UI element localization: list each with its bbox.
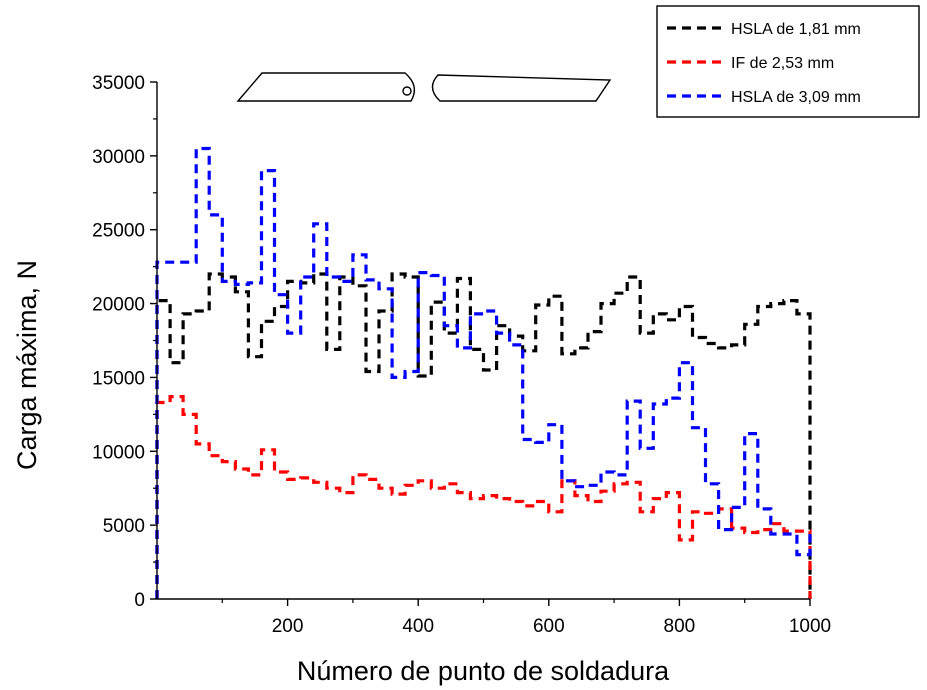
x-tick-label-2: 600 [533,616,565,637]
y-tick-label-3: 15000 [92,368,145,389]
series-layer [155,146,812,599]
y-tick-label-1: 5000 [103,516,145,537]
y-tick-label-2: 10000 [92,442,145,463]
legend: HSLA de 1,81 mm IF de 2,53 mm HSLA de 3,09… [656,5,920,118]
x-axis-title: Número de punto de soldadura [297,656,670,686]
x-tick-label-1: 400 [402,616,434,637]
specimen-right-strip [431,74,612,102]
x-tick-label-0: 200 [272,616,304,637]
legend-label-2: HSLA de 3,09 mm [731,89,861,106]
series-line-2 [155,146,812,599]
weld-spot-icon [402,86,412,96]
x-tick-label-4: 1000 [789,616,831,637]
y-axis-title: Carga máxima, N [12,260,42,470]
specimen-left-strip [236,72,416,102]
series-line-0 [155,272,812,599]
y-tick-label-5: 25000 [92,221,145,242]
y-tick-label-4: 20000 [92,295,145,316]
y-tick-label-6: 30000 [92,147,145,168]
axes-layer [156,82,810,600]
specimen-schematic-icon [236,72,612,102]
series-line-1 [155,395,812,599]
legend-label-0: HSLA de 1,81 mm [731,21,861,38]
legend-label-1: IF de 2,53 mm [731,55,834,72]
ticks-layer: 200 400 600 800 1000050001000015000200002500… [92,73,831,637]
y-tick-label-0: 0 [134,590,145,611]
x-tick-label-3: 800 [664,616,696,637]
y-tick-label-7: 35000 [92,73,145,94]
